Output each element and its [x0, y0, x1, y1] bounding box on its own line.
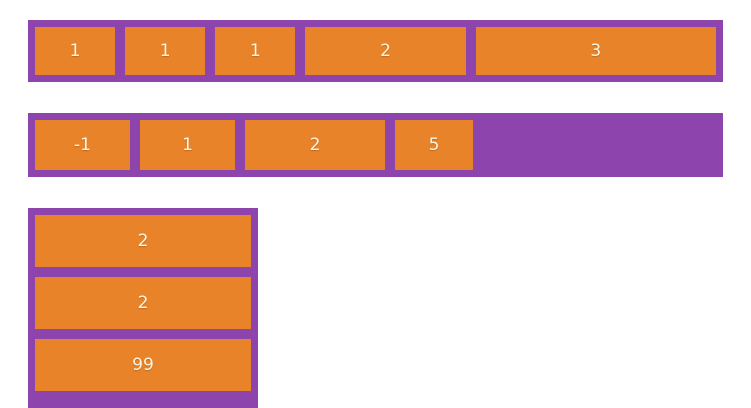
- flex-item-label: 99: [132, 354, 154, 375]
- flex-item: 99: [35, 339, 251, 391]
- flex-item: 1: [215, 27, 296, 75]
- flex-item-label: 3: [590, 40, 602, 61]
- flex-item-label: 1: [69, 40, 81, 61]
- flex-item-label: 2: [137, 230, 149, 251]
- flex-item-label: 2: [380, 40, 391, 61]
- flex-item: 2: [245, 120, 385, 170]
- flex-container-column-stack: 2 2 99: [28, 208, 258, 408]
- flex-item: 3: [475, 27, 716, 75]
- flex-item: 1: [140, 120, 235, 170]
- flex-container-grow-row: 1 1 1 2 3: [28, 20, 723, 82]
- flex-item: -1: [35, 120, 130, 170]
- flex-item-label: 1: [249, 40, 261, 61]
- flex-item: 1: [125, 27, 206, 75]
- flex-item: 2: [305, 27, 466, 75]
- flex-item: 5: [395, 120, 473, 170]
- flex-item-label: 2: [309, 134, 321, 155]
- flex-item-label: 1: [159, 40, 171, 61]
- flex-item-label: -1: [74, 134, 91, 155]
- flex-item: 1: [35, 27, 116, 75]
- flex-item: 2: [35, 215, 251, 267]
- flex-item-label: 1: [182, 134, 193, 155]
- flex-item-label: 2: [137, 292, 149, 313]
- flex-item: 2: [35, 277, 251, 329]
- flex-item-label: 5: [428, 134, 440, 155]
- flex-container-fixed-row: -1 1 2 5: [28, 113, 723, 177]
